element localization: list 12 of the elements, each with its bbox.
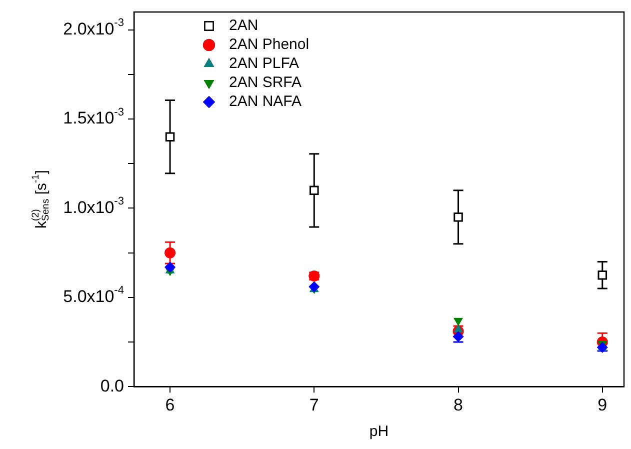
x-tick-label: 6 [165, 395, 175, 414]
legend-label: 2AN SRFA [229, 74, 302, 92]
legend-label: 2AN NAFA [229, 93, 302, 110]
legend-label: 2AN Phenol [229, 36, 310, 54]
y-axis-title: k(2)Sens [s-1] [30, 170, 52, 228]
x-tick-label: 9 [598, 395, 608, 414]
x-tick-label: 8 [454, 395, 463, 414]
y-tick-label: 0.0 [100, 376, 124, 396]
x-axis-title: pH [369, 423, 389, 440]
legend-label: 2AN [229, 17, 258, 34]
legend-label: 2AN PLFA [229, 55, 300, 72]
x-tick-label: 7 [309, 395, 319, 414]
